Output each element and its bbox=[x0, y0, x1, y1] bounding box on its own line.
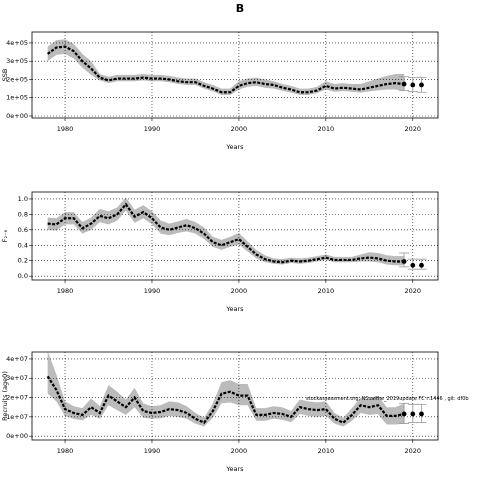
x-axis-label: Years bbox=[225, 143, 244, 151]
y-tick-label: 1.0 bbox=[18, 195, 28, 203]
confidence-band bbox=[47, 39, 405, 95]
plot-frame bbox=[31, 191, 439, 281]
y-axis-label: SSB bbox=[1, 69, 9, 82]
forecast-point bbox=[410, 411, 416, 417]
forecast-point bbox=[419, 262, 424, 268]
y-tick-label: 2e+07 bbox=[6, 394, 28, 402]
y-tick-label: 0.4 bbox=[18, 241, 28, 249]
confidence-band bbox=[47, 197, 405, 266]
x-tick-label: 1980 bbox=[57, 125, 74, 133]
y-tick-label: 1e+05 bbox=[6, 94, 28, 102]
x-tick-label: 2020 bbox=[405, 125, 422, 133]
y-tick-label: 0.8 bbox=[18, 210, 28, 218]
x-tick-label: 2020 bbox=[405, 287, 422, 295]
confidence-band bbox=[47, 351, 405, 427]
y-axis-label: F₂₋₆ bbox=[1, 229, 9, 242]
forecast-point bbox=[401, 411, 407, 417]
forecast-point bbox=[419, 411, 424, 417]
x-tick-label: 2010 bbox=[318, 287, 335, 295]
x-tick-label: 1990 bbox=[144, 447, 161, 455]
x-tick-label: 2000 bbox=[231, 447, 248, 455]
y-tick-label: 4e+05 bbox=[6, 39, 28, 47]
y-tick-label: 0.6 bbox=[18, 226, 28, 234]
x-tick-label: 2000 bbox=[231, 125, 248, 133]
y-tick-label: 0.2 bbox=[18, 257, 28, 265]
plot-frame bbox=[31, 31, 439, 119]
y-tick-label: 1e+07 bbox=[6, 413, 28, 421]
y-tick-label: 2e+05 bbox=[6, 75, 28, 83]
x-tick-label: 2010 bbox=[318, 125, 335, 133]
x-tick-label: 2010 bbox=[318, 447, 335, 455]
y-tick-label: 0e+00 bbox=[6, 112, 28, 120]
annotation: stockassessment.org, NSsaithe_2019update… bbox=[306, 396, 469, 402]
x-axis-label: Years bbox=[225, 465, 244, 473]
y-tick-label: 0.0 bbox=[18, 272, 28, 280]
estimate-line bbox=[47, 202, 405, 264]
forecast-point bbox=[401, 259, 407, 264]
y-tick-label: 3e+05 bbox=[6, 57, 28, 65]
x-tick-label: 1980 bbox=[57, 287, 74, 295]
estimate-line bbox=[46, 375, 405, 424]
x-tick-label: 2020 bbox=[405, 447, 422, 455]
x-tick-label: 1990 bbox=[144, 125, 161, 133]
y-tick-label: 0e+00 bbox=[6, 432, 28, 440]
forecast-point bbox=[401, 81, 407, 87]
plot-frame bbox=[31, 351, 439, 441]
forecast-point bbox=[410, 82, 416, 88]
y-tick-label: 4e+07 bbox=[6, 355, 28, 363]
x-tick-label: 2000 bbox=[231, 287, 248, 295]
estimate-line bbox=[46, 45, 405, 94]
x-tick-label: 1990 bbox=[144, 287, 161, 295]
chart-title: B bbox=[236, 2, 244, 15]
y-tick-label: 3e+07 bbox=[6, 374, 28, 382]
x-axis-label: Years bbox=[225, 305, 244, 313]
y-axis-label: Recruits (age0) bbox=[1, 371, 9, 421]
forecast-point bbox=[419, 82, 424, 88]
x-tick-label: 1980 bbox=[57, 447, 74, 455]
forecast-point bbox=[410, 262, 416, 268]
